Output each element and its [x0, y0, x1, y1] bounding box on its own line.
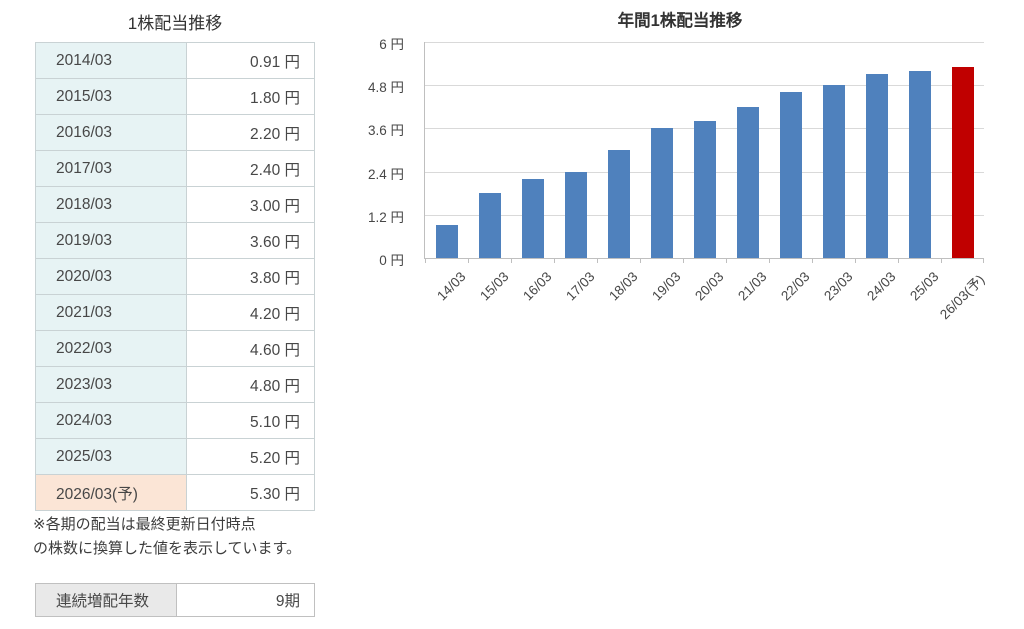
period-cell: 2025/03 [35, 438, 187, 475]
chart-plot-area [424, 42, 984, 263]
y-axis-tick-label: 4.8 円 [367, 80, 404, 96]
x-axis-tick-mark [425, 258, 426, 263]
summary-label-cell: 連続増配年数 [35, 583, 177, 617]
chart-bar [435, 225, 458, 258]
chart-bar [650, 128, 673, 258]
y-axis-tick-label: 0 円 [379, 253, 404, 268]
dividend-table-row: 2021/03 4.20 円 [35, 294, 315, 331]
amount-cell: 2.40 円 [186, 150, 315, 187]
footnote-line-2: の株数に換算した値を表示しています。 [33, 540, 302, 557]
table-footnote: ※各期の配当は最終更新日付時点 の株数に換算した値を表示しています。 [33, 513, 301, 561]
y-gridline [425, 85, 984, 87]
chart-bar-forecast [951, 67, 974, 258]
chart-bar [607, 150, 630, 258]
x-axis-tick-mark [898, 258, 899, 263]
x-axis-tick-mark [554, 258, 555, 263]
amount-cell: 4.60 円 [186, 330, 315, 367]
chart-bar [908, 70, 931, 258]
chart-bar [779, 92, 802, 258]
chart-bar [822, 85, 845, 258]
footnote-line-1: ※各期の配当は最終更新日付時点 [33, 516, 256, 533]
x-axis-tick-mark [941, 258, 942, 263]
dividend-table-row: 2019/03 3.60 円 [35, 222, 315, 259]
chart-bar [693, 121, 716, 258]
chart-bar [521, 178, 544, 258]
period-cell: 2020/03 [35, 258, 187, 295]
dividend-table-row: 2020/03 3.80 円 [35, 258, 315, 295]
table-title: 1株配当推移 [127, 14, 223, 33]
amount-cell: 5.10 円 [186, 402, 315, 439]
dividend-table-row: 2022/03 4.60 円 [35, 330, 315, 367]
y-axis-tick-label: 6 円 [379, 37, 404, 52]
x-axis-tick-mark [468, 258, 469, 263]
x-axis-tick-mark [726, 258, 727, 263]
chart-bar [865, 74, 888, 258]
amount-cell: 5.20 円 [186, 438, 315, 475]
period-cell: 2022/03 [35, 330, 187, 367]
x-axis-tick-mark [683, 258, 684, 263]
summary-row: 連続増配年数 9期 [35, 583, 315, 617]
period-cell: 2023/03 [35, 366, 187, 403]
amount-cell: 3.00 円 [186, 186, 315, 223]
x-axis-tick-mark [855, 258, 856, 263]
dividend-table-row: 2015/03 1.80 円 [35, 78, 315, 115]
dividend-table-row: 2017/03 2.40 円 [35, 150, 315, 187]
x-axis-tick-mark [812, 258, 813, 263]
y-gridline [425, 42, 984, 43]
x-axis-tick-mark [640, 258, 641, 263]
x-axis-tick-label: 26/03(予) [936, 271, 987, 323]
period-cell: 2015/03 [35, 78, 187, 115]
chart-bar [564, 171, 587, 258]
x-axis-tick-mark [597, 258, 598, 263]
chart-title: 年間1株配当推移 [617, 12, 743, 30]
consecutive-increase-table: 連続増配年数 9期 [35, 583, 315, 617]
amount-cell: 5.30 円 [186, 474, 315, 511]
dividend-table-row: 2018/03 3.00 円 [35, 186, 315, 223]
summary-value-cell: 9期 [176, 583, 315, 617]
period-cell: 2018/03 [35, 186, 187, 223]
period-cell: 2016/03 [35, 114, 187, 151]
amount-cell: 4.20 円 [186, 294, 315, 331]
x-axis-tick-mark [511, 258, 512, 263]
amount-cell: 4.80 円 [186, 366, 315, 403]
amount-cell: 1.80 円 [186, 78, 315, 115]
dividend-table-row: 2026/03(予) 5.30 円 [35, 474, 315, 511]
dividend-table-row: 2024/03 5.10 円 [35, 402, 315, 439]
chart-bar [478, 193, 501, 258]
period-cell: 2019/03 [35, 222, 187, 259]
period-cell: 2024/03 [35, 402, 187, 439]
amount-cell: 0.91 円 [186, 42, 315, 79]
y-axis-tick-label: 1.2 円 [367, 209, 404, 225]
dividend-table-row: 2025/03 5.20 円 [35, 438, 315, 475]
chart-bar [736, 106, 759, 258]
dividend-table-row: 2023/03 4.80 円 [35, 366, 315, 403]
x-axis-tick-mark [769, 258, 770, 263]
period-cell: 2026/03(予) [35, 474, 187, 511]
y-axis-tick-label: 3.6 円 [367, 123, 404, 139]
dividend-table-row: 2014/03 0.91 円 [35, 42, 315, 79]
x-axis-tick-mark [983, 258, 984, 263]
period-cell: 2017/03 [35, 150, 187, 187]
y-axis-tick-label: 2.4 円 [367, 166, 404, 182]
